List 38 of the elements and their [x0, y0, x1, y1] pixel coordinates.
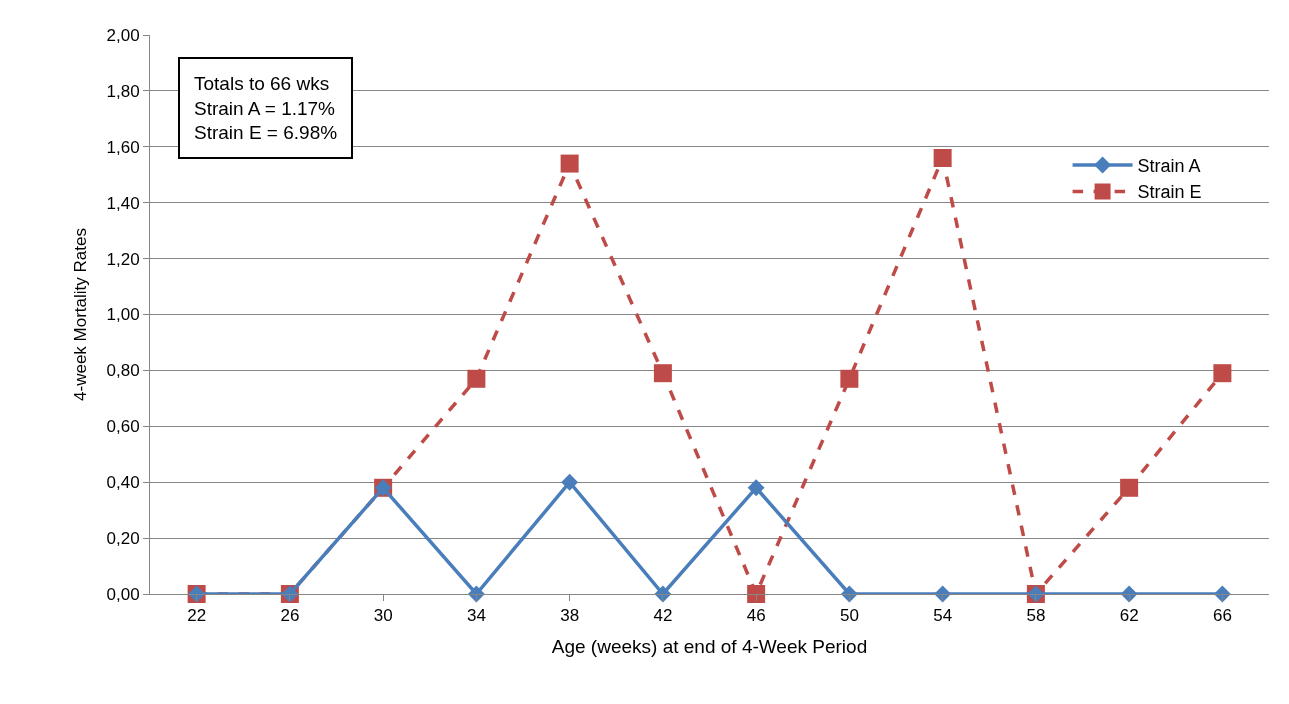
- point: [747, 585, 766, 603]
- point: [653, 364, 672, 383]
- point: [560, 154, 579, 173]
- y-tick-label: 0,00: [106, 584, 140, 604]
- x-tick-label: 54: [933, 606, 953, 626]
- y-tick-label: 1,60: [106, 137, 140, 157]
- y-tick-label: 1,80: [106, 81, 140, 101]
- point: [933, 148, 952, 167]
- x-tick-label: 62: [1119, 606, 1139, 626]
- point: [1213, 364, 1232, 383]
- point: [467, 369, 486, 388]
- y-tick-label: 2,00: [106, 25, 140, 45]
- x-tick-label: 50: [839, 606, 859, 626]
- point: [561, 473, 579, 491]
- x-tick-label: 46: [746, 606, 766, 626]
- x-tick-label: 58: [1026, 606, 1046, 626]
- y-tick-label: 1,00: [106, 305, 140, 325]
- x-tick-label: 26: [280, 606, 300, 626]
- annotation: Totals to 66 wks Strain A = 1.17% Strain E = 6.98%: [194, 73, 338, 144]
- legend-label: Strain E: [1137, 182, 1202, 203]
- x-tick-label: 22: [187, 606, 207, 626]
- y-tick-label: 0,20: [106, 529, 140, 549]
- y-tick-label: 0,40: [106, 473, 140, 493]
- y-tick-label: 1,20: [106, 249, 140, 269]
- x-tick-label: 30: [373, 606, 393, 626]
- x-tick-label: 34: [466, 606, 486, 626]
- legend-label: Strain A: [1137, 156, 1201, 177]
- y-tick-label: 0,60: [106, 417, 140, 437]
- point: [1120, 478, 1139, 497]
- y-tick-label: 1,40: [106, 193, 140, 213]
- x-tick-label: 38: [560, 606, 580, 626]
- point: [747, 479, 765, 497]
- y-axis-title: 4-week Mortality Rates: [71, 228, 91, 401]
- x-tick-label: 42: [653, 606, 673, 626]
- point: [840, 369, 859, 388]
- x-tick-label: 66: [1212, 606, 1232, 626]
- y-tick-label: 0,80: [106, 361, 140, 381]
- x-axis-title: Age (weeks) at end of 4-Week Period: [551, 636, 868, 658]
